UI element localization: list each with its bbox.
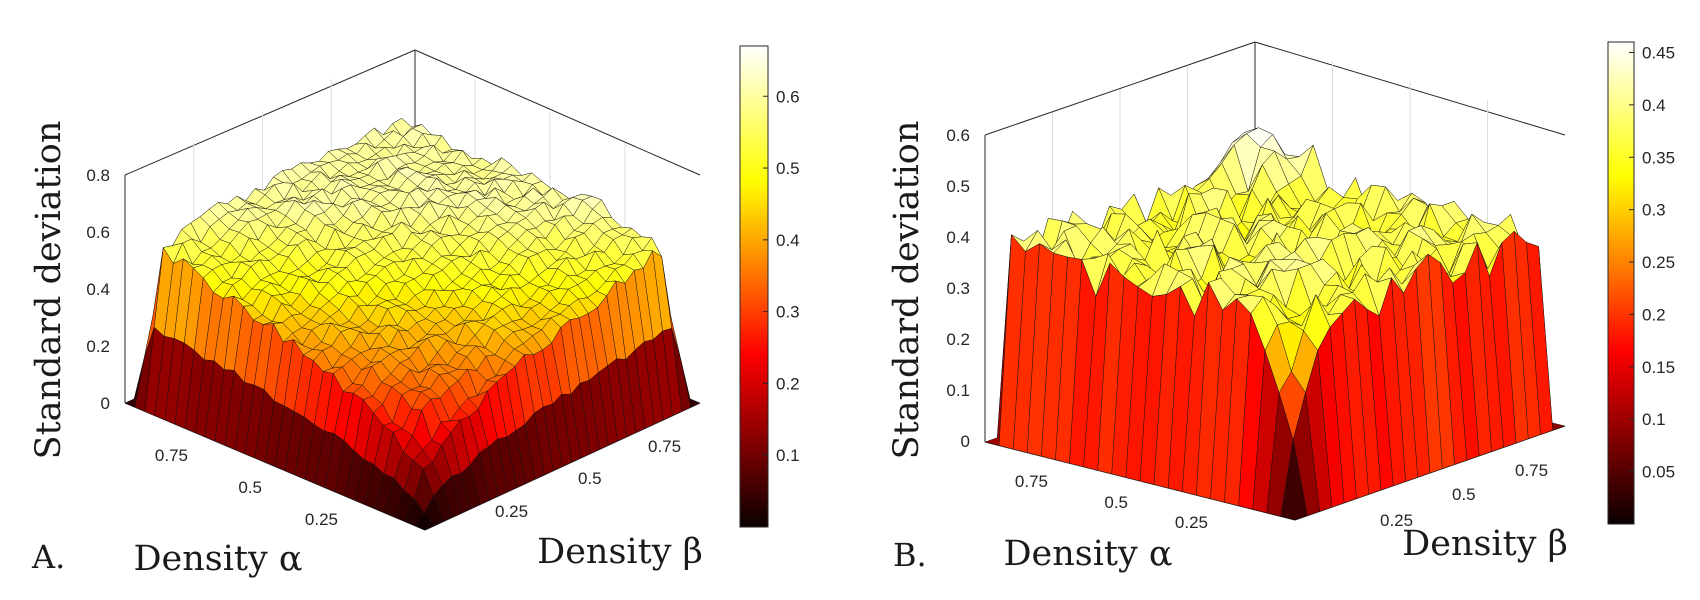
z-tick-label: 0.4 bbox=[946, 228, 970, 247]
y-tick-label: 0.5 bbox=[578, 469, 602, 488]
y-tick-label: 0.75 bbox=[648, 437, 681, 456]
z-axis-label: Standard deviation bbox=[29, 121, 69, 460]
colorbar-tick-label: 0.4 bbox=[1642, 96, 1666, 115]
y-tick-label: 0.25 bbox=[1380, 511, 1413, 530]
x-tick-label: 0.75 bbox=[155, 446, 188, 465]
x-tick-label: 0.75 bbox=[1015, 472, 1048, 491]
panel-a-x-ticks: 0.75 0.5 0.25 bbox=[155, 446, 338, 529]
x-tick-label: 0.25 bbox=[305, 510, 338, 529]
panel-a-z-ticks: 0 0.2 0.4 0.6 0.8 bbox=[86, 166, 110, 413]
z-tick-label: 0 bbox=[961, 432, 970, 451]
panel-a-y-ticks: 0.25 0.5 0.75 bbox=[495, 437, 681, 521]
panel-a: 0 0.2 0.4 0.6 0.8 0.75 0.5 0.25 0.25 0.5… bbox=[29, 45, 800, 579]
x-tick-label: 0.25 bbox=[1175, 513, 1208, 532]
panel-b-colorbar: 0.05 0.1 0.15 0.2 0.25 0.3 0.35 0.4 0.45 bbox=[1607, 41, 1675, 525]
colorbar-tick-label: 0.25 bbox=[1642, 253, 1675, 272]
z-tick-label: 0.6 bbox=[86, 223, 110, 242]
colorbar-tick-label: 0.45 bbox=[1642, 43, 1675, 62]
colorbar-tick-label: 0.15 bbox=[1642, 358, 1675, 377]
z-tick-label: 0 bbox=[101, 394, 110, 413]
colorbar-tick-label: 0.2 bbox=[1642, 305, 1666, 324]
z-tick-label: 0.5 bbox=[946, 177, 970, 196]
colorbar-tick-label: 0.3 bbox=[776, 303, 800, 322]
colorbar bbox=[1607, 41, 1635, 525]
colorbar-tick-label: 0.2 bbox=[776, 374, 800, 393]
z-tick-label: 0.8 bbox=[86, 166, 110, 185]
panel-b-x-ticks: 0.75 0.5 0.25 bbox=[1015, 472, 1208, 532]
colorbar-tick-label: 0.05 bbox=[1642, 463, 1675, 482]
colorbar-tick-label: 0.3 bbox=[1642, 201, 1666, 220]
z-tick-label: 0.4 bbox=[86, 280, 110, 299]
y-tick-label: 0.5 bbox=[1452, 485, 1476, 504]
surface-patch bbox=[1280, 439, 1308, 521]
x-axis-label: Density α bbox=[1003, 534, 1172, 574]
y-axis-label: Density β bbox=[1402, 524, 1568, 564]
colorbar-tick-label: 0.5 bbox=[776, 159, 800, 178]
z-tick-label: 0.2 bbox=[86, 337, 110, 356]
colorbar-tick-label: 0.1 bbox=[1642, 410, 1666, 429]
z-tick-label: 0.1 bbox=[946, 381, 970, 400]
z-tick-label: 0.2 bbox=[946, 330, 970, 349]
x-tick-label: 0.5 bbox=[1104, 493, 1128, 512]
z-tick-label: 0.3 bbox=[946, 279, 970, 298]
surface-patch bbox=[414, 512, 435, 531]
x-tick-label: 0.5 bbox=[238, 478, 262, 497]
panel-b: 0 0.1 0.2 0.3 0.4 0.5 0.6 0.75 0.5 0.25 … bbox=[887, 41, 1675, 574]
z-axis-label: Standard deviation bbox=[887, 121, 927, 460]
y-tick-label: 0.75 bbox=[1515, 461, 1548, 480]
colorbar-tick-label: 0.6 bbox=[776, 87, 800, 106]
colorbar bbox=[739, 45, 769, 528]
panel-b-surface bbox=[984, 127, 1566, 521]
x-axis-label: Density α bbox=[133, 539, 302, 579]
z-tick-label: 0.6 bbox=[946, 126, 970, 145]
colorbar-tick-label: 0.1 bbox=[776, 446, 800, 465]
panel-b-y-ticks: 0.25 0.5 0.75 bbox=[1380, 461, 1548, 530]
colorbar-tick-label: 0.35 bbox=[1642, 148, 1675, 167]
colorbar-tick-label: 0.4 bbox=[776, 231, 800, 250]
y-axis-label: Density β bbox=[537, 532, 703, 572]
panel-label: A. bbox=[31, 538, 65, 576]
panel-label: B. bbox=[893, 536, 927, 574]
y-tick-label: 0.25 bbox=[495, 502, 528, 521]
panel-b-z-ticks: 0 0.1 0.2 0.3 0.4 0.5 0.6 bbox=[946, 126, 970, 451]
panel-a-surface bbox=[124, 118, 701, 531]
panel-a-colorbar: 0.1 0.2 0.3 0.4 0.5 0.6 bbox=[739, 45, 800, 528]
